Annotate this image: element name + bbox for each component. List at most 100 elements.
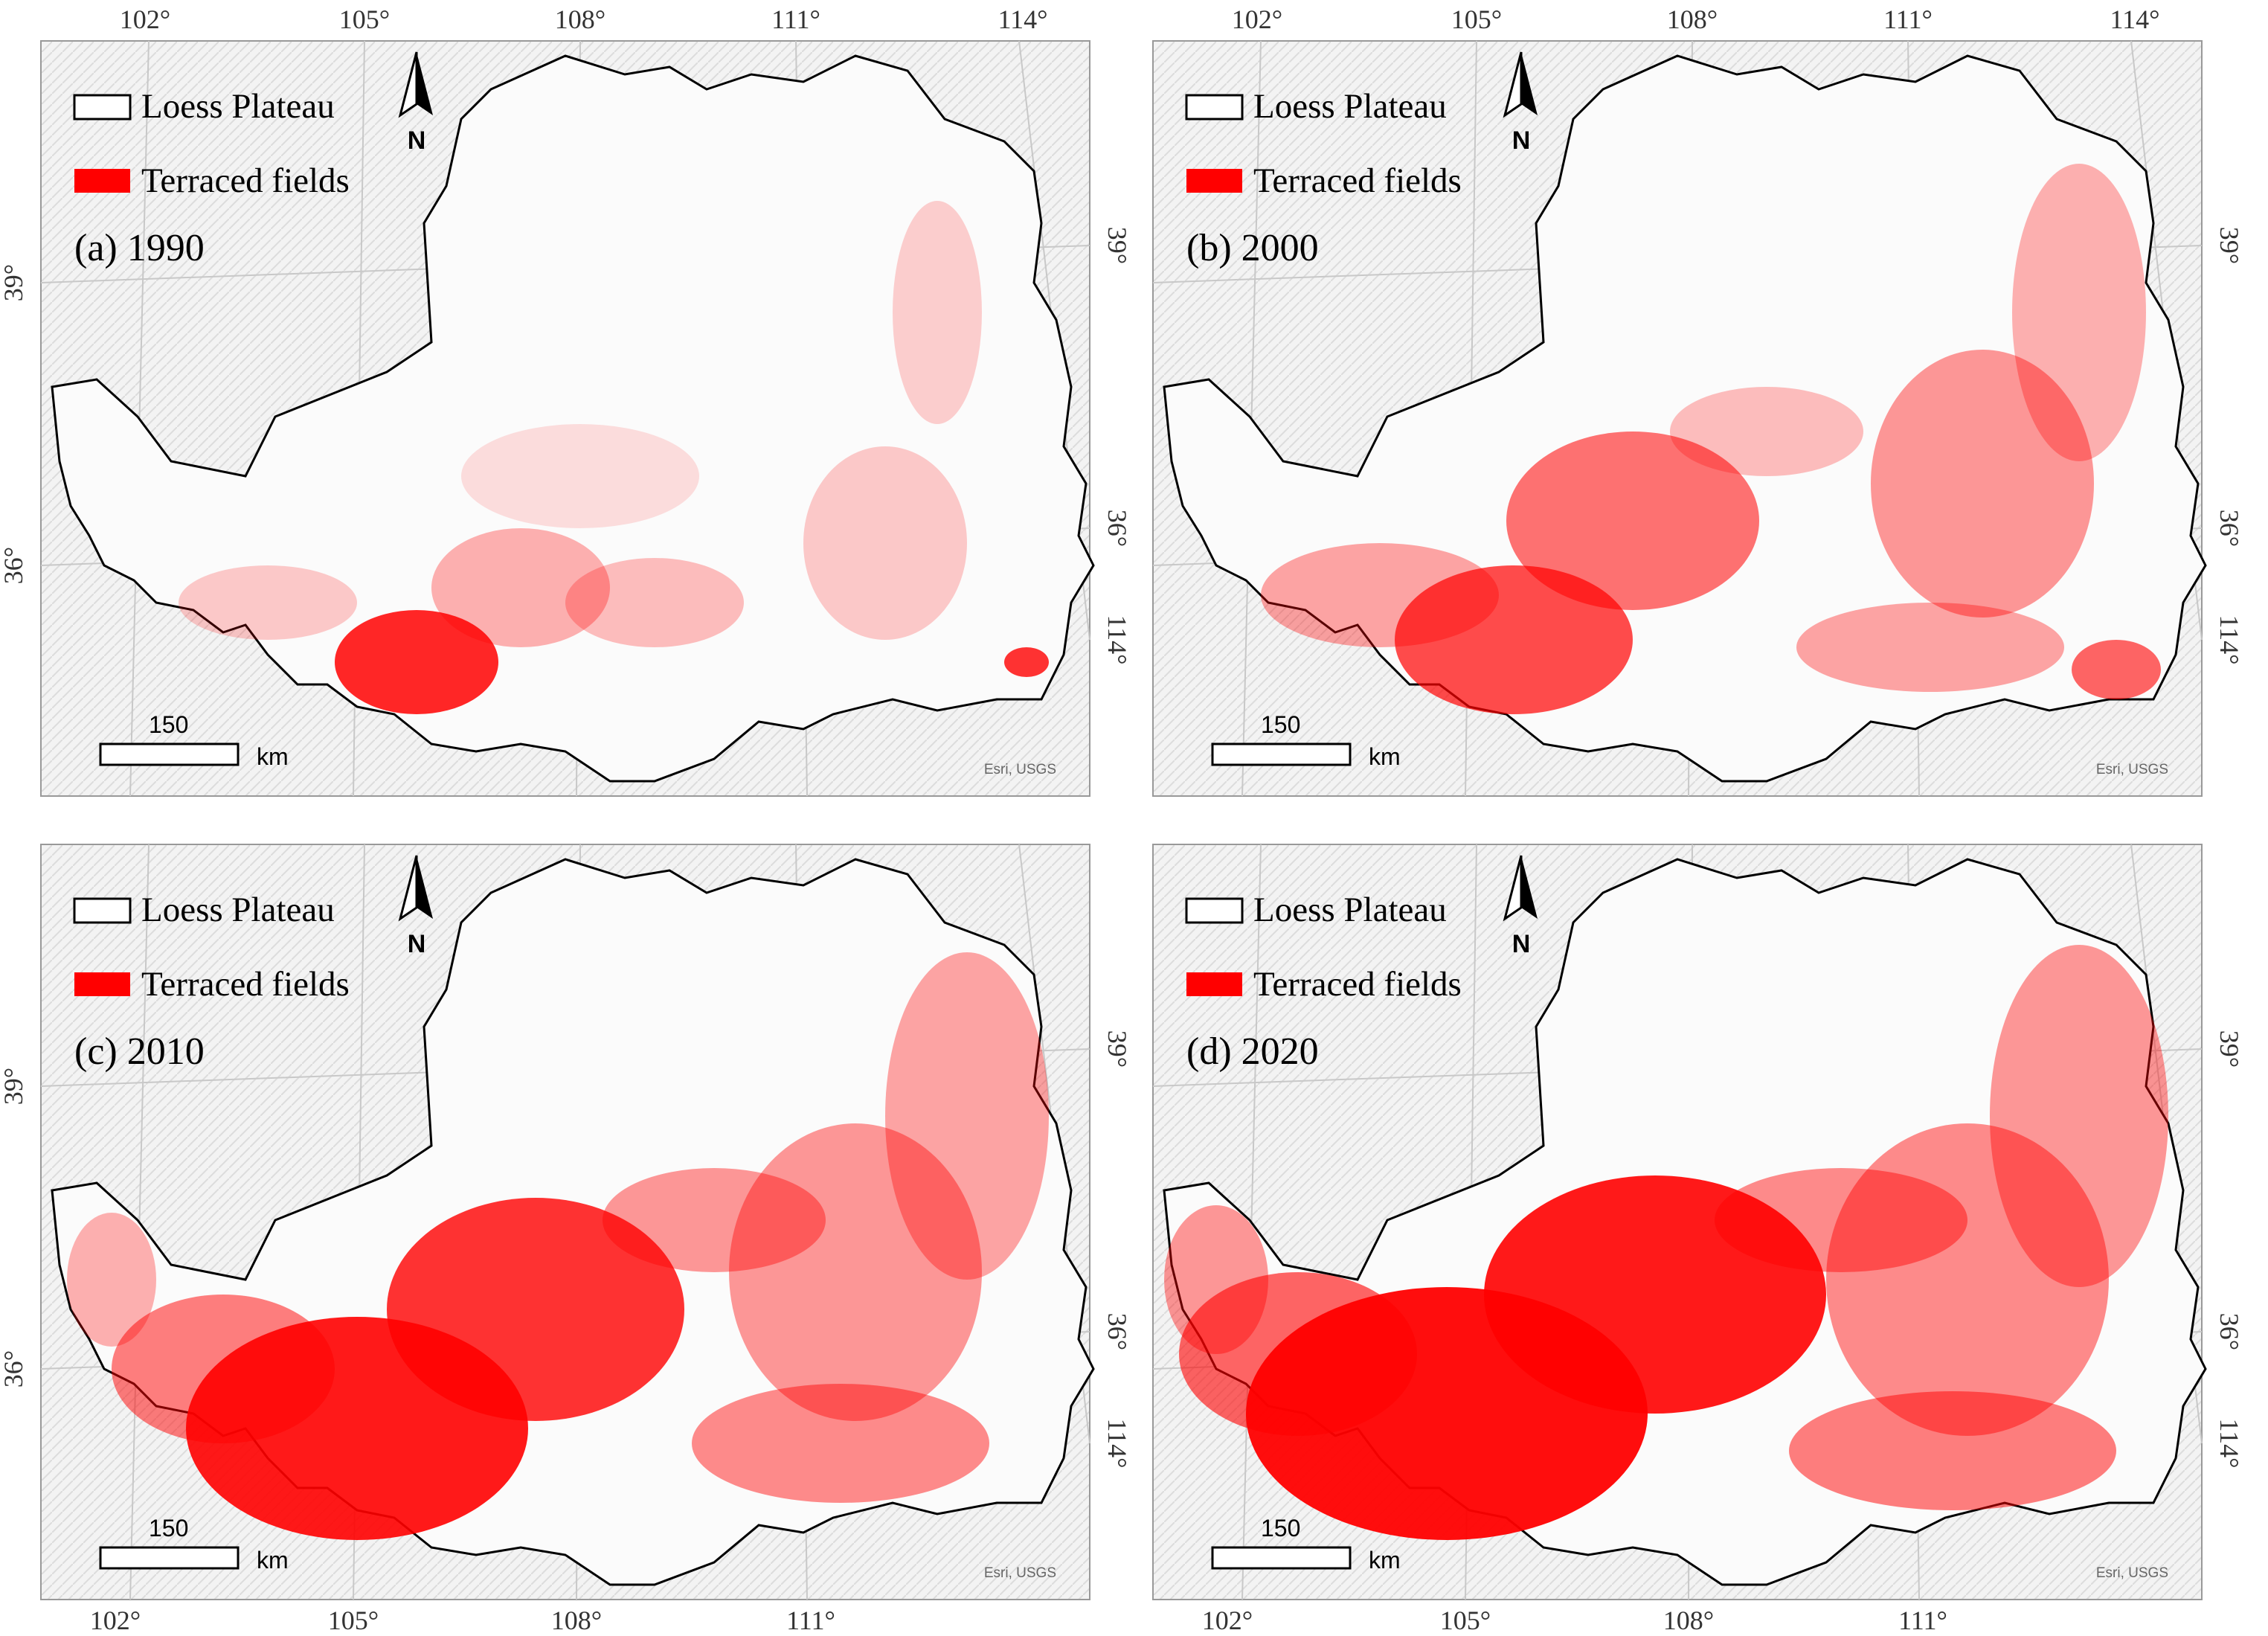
legend-terrace-label: Terraced fields <box>141 161 350 200</box>
scale-value: 150 <box>149 711 188 738</box>
lon-label-bottom: 102° <box>90 1605 141 1635</box>
terraced-fields <box>1164 945 2168 1540</box>
map-svg: 102° 105° 108° 111° 114° 39° 36° 114° Lo… <box>1152 4 2244 797</box>
north-label: N <box>408 930 426 958</box>
lon-label-bottom: 111° <box>786 1605 835 1635</box>
basemap-credit: Esri, USGS <box>2096 762 2168 777</box>
lon-label-bottom: 108° <box>551 1605 602 1635</box>
lon-label-top: 105° <box>1451 4 1502 34</box>
scale-unit: km <box>1369 743 1401 770</box>
latitude-labels: 39° 36° 114° <box>2214 1030 2244 1469</box>
lat-label-right: 36° <box>2214 510 2244 547</box>
lon-label-bottom: 105° <box>1440 1605 1491 1635</box>
lon-label-top: 111° <box>1883 4 1933 34</box>
legend-terrace-swatch <box>1186 169 1242 193</box>
scale-bar: 150 km <box>1211 711 1401 770</box>
north-arrow-icon: N <box>1503 855 1538 958</box>
lat-label-right: 36° <box>2214 1313 2244 1350</box>
lon-label-top: 105° <box>339 4 390 34</box>
lon-label-top: 111° <box>771 4 820 34</box>
lat-label-right: 39° <box>2214 227 2244 264</box>
lon-label-bottom: 102° <box>1202 1605 1253 1635</box>
legend-terrace-label: Terraced fields <box>1253 161 1462 200</box>
scale-unit: km <box>257 1547 289 1574</box>
panel-label: (a) 1990 <box>74 227 205 269</box>
longitude-labels: 102° 105° 108° 111° 114° <box>120 4 1048 34</box>
lat-label-right: 39° <box>1102 1030 1132 1068</box>
north-arrow-icon: N <box>398 51 433 155</box>
panel-label: (b) 2000 <box>1186 227 1319 269</box>
basemap-credit: Esri, USGS <box>984 762 1056 777</box>
scale-bar: 150 km <box>99 711 289 770</box>
scale-value: 150 <box>1261 711 1300 738</box>
legend-boundary-swatch <box>73 897 132 924</box>
terraced-fields <box>1261 164 2161 714</box>
lon-label-top: 102° <box>1232 4 1282 34</box>
lon-label-right: 114° <box>2214 1418 2244 1468</box>
lat-label-left: 39° <box>0 264 28 301</box>
lat-label-right: 36° <box>1102 1313 1132 1350</box>
lon-label-top: 114° <box>998 4 1047 34</box>
lon-label-top: 114° <box>2110 4 2159 34</box>
legend-terrace-label: Terraced fields <box>1253 965 1462 1004</box>
panel-label: (d) 2020 <box>1186 1030 1319 1073</box>
basemap-credit: Esri, USGS <box>984 1565 1056 1581</box>
scale-value: 150 <box>1261 1515 1300 1542</box>
north-label: N <box>1512 126 1531 155</box>
legend-terrace-swatch <box>1186 972 1242 996</box>
longitude-labels: 102° 105° 108° 111° 114° <box>1232 4 2160 34</box>
lat-label-left: 39° <box>0 1068 28 1105</box>
lat-label-left: 36° <box>0 1350 28 1388</box>
north-label: N <box>408 126 426 155</box>
legend: Loess Plateau Terraced fields <box>1185 891 1462 1004</box>
legend-terrace-swatch <box>74 169 130 193</box>
lon-label-right: 114° <box>1102 615 1132 664</box>
north-arrow-icon: N <box>1503 51 1538 155</box>
lat-label-right: 39° <box>2214 1030 2244 1068</box>
terraced-fields <box>67 952 1049 1540</box>
scale-value: 150 <box>149 1515 188 1542</box>
map-panel-1990: 102° 105° 108° 111° 114° 39° 36° 39° 36°… <box>0 0 1132 811</box>
lat-label-left: 36° <box>0 547 28 584</box>
scale-unit: km <box>257 743 289 770</box>
latitude-labels: 39° 36° 114° <box>2214 227 2244 665</box>
legend-terrace-swatch <box>74 972 130 996</box>
legend: Loess Plateau Terraced fields <box>73 87 350 200</box>
scale-unit: km <box>1369 1547 1401 1574</box>
map-panel-2020: 102° 105° 108° 111° 39° 36° 114° Loess P… <box>1112 803 2268 1636</box>
lon-label-top: 108° <box>555 4 605 34</box>
latitude-labels: 39° 36° 39° 36° 114° <box>0 227 1132 665</box>
longitude-labels: 102° 105° 108° 111° <box>1202 1605 1947 1635</box>
lon-label-top: 102° <box>120 4 170 34</box>
legend-boundary-swatch <box>73 94 132 121</box>
map-svg: 102° 105° 108° 111° 39° 36° 39° 36° 114°… <box>0 844 1132 1635</box>
terraced-fields <box>179 201 1049 714</box>
legend-boundary-label: Loess Plateau <box>1253 87 1447 126</box>
legend-boundary-label: Loess Plateau <box>1253 891 1447 929</box>
lat-label-right: 39° <box>1102 227 1132 264</box>
lon-label-bottom: 108° <box>1663 1605 1714 1635</box>
panel-label: (c) 2010 <box>74 1030 205 1073</box>
lat-label-right: 36° <box>1102 510 1132 547</box>
map-svg: 102° 105° 108° 111° 39° 36° 114° Loess P… <box>1152 844 2244 1635</box>
north-arrow-icon: N <box>398 855 433 958</box>
loess-plateau-boundary <box>51 54 1095 783</box>
legend-terrace-label: Terraced fields <box>141 965 350 1004</box>
legend-boundary-swatch <box>1185 94 1244 121</box>
scale-bar: 150 km <box>1211 1515 1401 1574</box>
legend: Loess Plateau Terraced fields <box>1185 87 1462 200</box>
map-panel-2010: 102° 105° 108° 111° 39° 36° 39° 36° 114°… <box>0 803 1132 1636</box>
north-label: N <box>1512 930 1531 958</box>
lon-label-bottom: 111° <box>1898 1605 1947 1635</box>
map-panel-2000: 102° 105° 108° 111° 114° 39° 36° 114° Lo… <box>1112 0 2268 811</box>
scale-bar: 150 km <box>99 1515 289 1574</box>
lon-label-right: 114° <box>2214 615 2244 664</box>
basemap-credit: Esri, USGS <box>2096 1565 2168 1581</box>
map-svg: 102° 105° 108° 111° 114° 39° 36° 39° 36°… <box>0 4 1132 797</box>
legend-boundary-label: Loess Plateau <box>141 87 335 126</box>
lon-label-top: 108° <box>1667 4 1718 34</box>
lon-label-bottom: 105° <box>328 1605 379 1635</box>
lon-label-right: 114° <box>1102 1418 1132 1468</box>
legend: Loess Plateau Terraced fields <box>73 891 350 1004</box>
latitude-labels: 39° 36° 39° 36° 114° <box>0 1030 1132 1469</box>
